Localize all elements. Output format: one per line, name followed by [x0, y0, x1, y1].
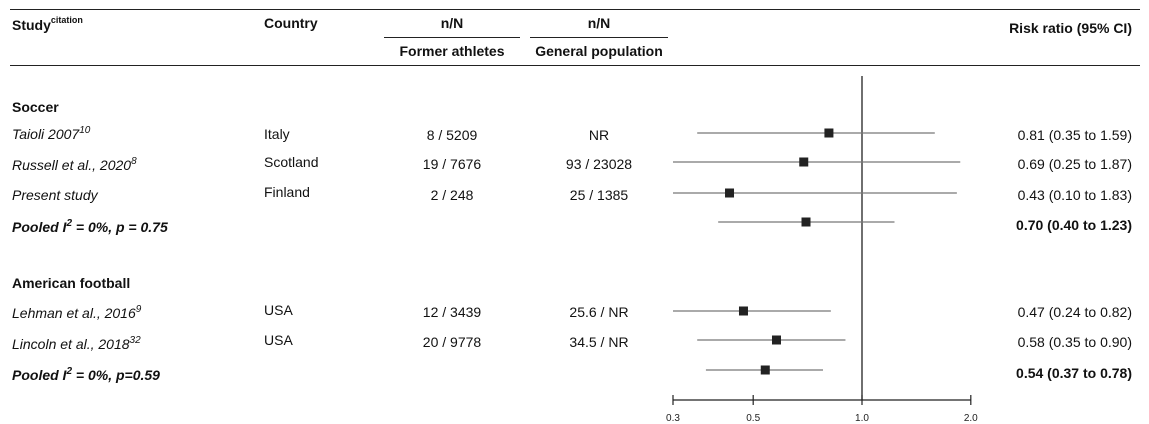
athletes-cell: 20 / 9778 — [422, 334, 482, 350]
country-cell: Finland — [264, 184, 310, 200]
group-title-soccer: Soccer — [12, 99, 59, 115]
header-risk-ratio: Risk ratio (95% CI) — [1009, 20, 1132, 36]
pooled-label-sup: 2 — [66, 366, 73, 377]
header-general-population: General population — [535, 43, 663, 59]
athletes-cell: 19 / 7676 — [422, 156, 482, 172]
header-study-sup: citation — [50, 15, 83, 25]
study-ref: 32 — [129, 335, 141, 346]
estimate-marker — [760, 365, 770, 375]
header-country: Country — [264, 15, 318, 31]
top-rule — [10, 9, 1140, 10]
ci-text: 0.81 (0.35 to 1.59) — [1017, 127, 1132, 143]
study-ref: 8 — [131, 156, 137, 167]
study-name: Lincoln et al., 201832 — [12, 335, 141, 352]
header-nN-athletes: n/N — [440, 15, 464, 31]
pooled-label-a: Pooled I — [12, 219, 67, 235]
study-name: Taioli 200710 — [12, 125, 90, 142]
x-tick-label: 0.5 — [746, 413, 760, 424]
country-cell: Italy — [264, 126, 290, 142]
x-tick-label: 0.3 — [666, 413, 680, 424]
header-study-label: Study — [12, 17, 51, 33]
general-cell: NR — [588, 127, 610, 143]
ci-text: 0.47 (0.24 to 0.82) — [1017, 304, 1132, 320]
estimate-marker — [738, 306, 748, 316]
estimate-marker — [824, 128, 834, 138]
study-name: Lehman et al., 20169 — [12, 304, 141, 321]
athletes-cell: 12 / 3439 — [422, 304, 482, 320]
ci-text: 0.43 (0.10 to 1.83) — [1017, 187, 1132, 203]
header-bottom-rule — [10, 65, 1140, 66]
x-tick-label: 2.0 — [964, 413, 978, 424]
ci-text: 0.58 (0.35 to 0.90) — [1017, 334, 1132, 350]
estimate-marker — [801, 217, 811, 227]
header-nN-general: n/N — [587, 15, 611, 31]
pooled-label: Pooled I2 = 0%, p = 0.75 — [12, 218, 168, 235]
study-ref: 10 — [79, 125, 91, 136]
study-name-text: Lehman et al., 2016 — [12, 305, 136, 321]
header-former-athletes: Former athletes — [399, 43, 505, 59]
study-name-text: Russell et al., 2020 — [12, 157, 132, 173]
pooled-label-c: = 0%, p=0.59 — [72, 367, 160, 383]
estimate-marker — [725, 188, 735, 198]
estimate-marker — [771, 335, 781, 345]
pooled-label-sup: 2 — [66, 218, 73, 229]
estimate-marker — [799, 157, 809, 167]
athletes-cell: 8 / 5209 — [426, 127, 478, 143]
general-cell: 25 / 1385 — [569, 187, 629, 203]
header-general-rule — [530, 37, 668, 38]
pooled-ci-text: 0.70 (0.40 to 1.23) — [1016, 217, 1132, 233]
country-cell: USA — [264, 302, 293, 318]
pooled-label: Pooled I2 = 0%, p=0.59 — [12, 366, 160, 383]
country-cell: Scotland — [264, 154, 319, 170]
study-name-text: Lincoln et al., 2018 — [12, 336, 130, 352]
study-name-text: Present study — [12, 187, 98, 203]
athletes-cell: 2 / 248 — [430, 187, 474, 203]
group-title-american-football: American football — [12, 275, 131, 291]
study-name: Russell et al., 20208 — [12, 156, 137, 173]
header-athletes-rule — [384, 37, 520, 38]
country-cell: USA — [264, 332, 293, 348]
header-study: Studycitation — [12, 15, 83, 33]
x-tick-label: 1.0 — [855, 413, 869, 424]
pooled-label-c: = 0%, p = 0.75 — [72, 219, 168, 235]
study-name: Present study — [12, 187, 98, 203]
general-cell: 34.5 / NR — [569, 334, 629, 350]
ci-text: 0.69 (0.25 to 1.87) — [1017, 156, 1132, 172]
general-cell: 25.6 / NR — [569, 304, 629, 320]
study-ref: 9 — [135, 304, 142, 315]
pooled-ci-text: 0.54 (0.37 to 0.78) — [1016, 365, 1132, 381]
study-name-text: Taioli 2007 — [12, 126, 80, 142]
pooled-label-a: Pooled I — [12, 367, 67, 383]
general-cell: 93 / 23028 — [565, 156, 633, 172]
